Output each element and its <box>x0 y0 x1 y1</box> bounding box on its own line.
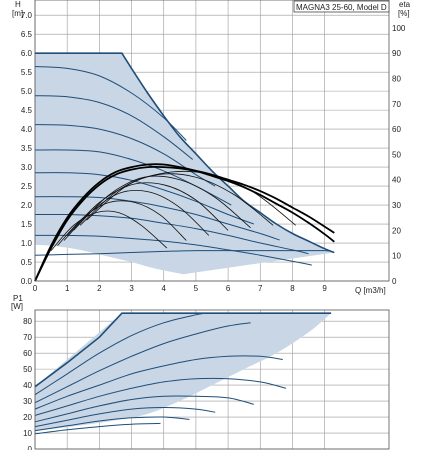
power-curve <box>34 377 287 416</box>
y2-axis-unit: [%] <box>398 9 410 18</box>
p1-tick-label: 40 <box>23 381 32 390</box>
y-axis-unit: [m] <box>12 9 23 18</box>
power-curve <box>34 395 254 423</box>
y2-tick-label: 90 <box>392 49 401 58</box>
x-tick-label: 4 <box>162 284 167 293</box>
y-tick-label: 2.5 <box>21 182 33 191</box>
upper-frame <box>34 0 390 282</box>
upper-envelope-max-line <box>35 52 335 254</box>
p1-tick-label: 70 <box>23 333 32 342</box>
partial-efficiency-curve <box>57 200 187 246</box>
power-curve <box>34 355 283 410</box>
x-tick-label: 5 <box>194 284 199 293</box>
upper-ticks: 0.0 0.5 1.0 1.5 2.0 2.5 3.0 3.5 4.0 4.5 5.0 5.5 6.0 6… <box>21 11 406 293</box>
power-curve <box>34 312 206 396</box>
upper-envelope-fill <box>35 53 335 275</box>
p1-axis-label: P1 <box>13 294 23 303</box>
qh-curve <box>34 250 332 256</box>
y-tick-label: 4.0 <box>21 125 33 134</box>
partial-efficiency-curve <box>73 175 251 231</box>
y-tick-label: 1.0 <box>21 239 33 248</box>
x-tick-label: 7 <box>258 284 263 293</box>
qh-curve <box>34 124 216 187</box>
p1-tick-label: 60 <box>23 349 32 358</box>
x-tick-label: 3 <box>129 284 134 293</box>
y-tick-label: 5.0 <box>21 87 33 96</box>
y-tick-label: 0.0 <box>21 277 33 286</box>
chart-title: MAGNA3 25-60, Model D <box>296 3 387 12</box>
partial-efficiency-curve <box>86 170 296 226</box>
p1-axis-unit: [W] <box>11 302 23 311</box>
power-curve <box>34 312 332 388</box>
x-tick-label: 6 <box>226 284 231 293</box>
power-curve <box>34 422 161 435</box>
lower-ticks: 0 10 20 30 40 50 60 70 80 <box>23 317 32 450</box>
partial-efficiency-curve <box>66 182 229 236</box>
upper-envelope <box>35 52 335 275</box>
y2-tick-label: 60 <box>392 125 401 134</box>
y2-tick-label: 30 <box>392 201 401 210</box>
lower-envelope-fill <box>35 313 332 432</box>
y2-tick-label: 100 <box>392 24 406 33</box>
y2-tick-label: 10 <box>392 252 401 261</box>
partial-efficiency-curve <box>79 173 274 226</box>
x-tick-label: 8 <box>290 284 295 293</box>
y-axis-label: H <box>15 0 21 9</box>
x-tick-label: 0 <box>33 284 38 293</box>
lower-curves <box>34 312 332 435</box>
y-tick-label: 2.0 <box>21 201 33 210</box>
y-tick-label: 1.5 <box>21 220 33 229</box>
upper-efficiency-curves <box>34 163 335 282</box>
upper-curves <box>34 66 332 266</box>
qh-curve <box>34 172 254 225</box>
qh-curve <box>34 95 194 160</box>
y2-axis-label: eta <box>399 0 411 9</box>
power-curve <box>34 416 190 432</box>
lower-frame <box>34 309 390 450</box>
p1-tick-label: 80 <box>23 317 32 326</box>
y2-tick-label: 40 <box>392 176 401 185</box>
title-box <box>293 0 390 13</box>
y-tick-label: 4.5 <box>21 106 33 115</box>
partial-efficiency-curve <box>50 210 168 251</box>
x-tick-label: 2 <box>97 284 102 293</box>
qh-curve <box>34 234 312 266</box>
p1-tick-label: 0 <box>28 445 33 450</box>
power-curve <box>34 406 216 428</box>
x-tick-label: 1 <box>65 284 70 293</box>
y2-tick-label: 50 <box>392 150 401 159</box>
efficiency-curve <box>34 163 335 282</box>
p1-tick-label: 20 <box>23 413 32 422</box>
y-tick-label: 0.5 <box>21 258 33 267</box>
y-tick-label: 6.5 <box>21 30 33 39</box>
y2-tick-label: 70 <box>392 100 401 109</box>
qh-curve <box>34 196 280 241</box>
qh-curve <box>34 66 187 141</box>
qh-curve <box>34 213 309 255</box>
p1-tick-label: 30 <box>23 397 32 406</box>
p1-tick-label: 50 <box>23 365 32 374</box>
x-tick-label: 9 <box>322 284 327 293</box>
y-tick-label: 5.5 <box>21 68 33 77</box>
y2-tick-label: 20 <box>392 226 401 235</box>
y-tick-label: 7.0 <box>21 11 33 20</box>
lower-envelope <box>35 313 332 432</box>
p1-tick-label: 10 <box>23 429 32 438</box>
y2-tick-label: 80 <box>392 74 401 83</box>
y2-tick-label: 0 <box>392 277 397 286</box>
y-tick-label: 3.5 <box>21 144 33 153</box>
y-tick-label: 3.0 <box>21 163 33 172</box>
power-curve <box>34 322 251 404</box>
y-tick-label: 6.0 <box>21 49 33 58</box>
x-axis-label: Q [m3/h] <box>355 286 386 295</box>
